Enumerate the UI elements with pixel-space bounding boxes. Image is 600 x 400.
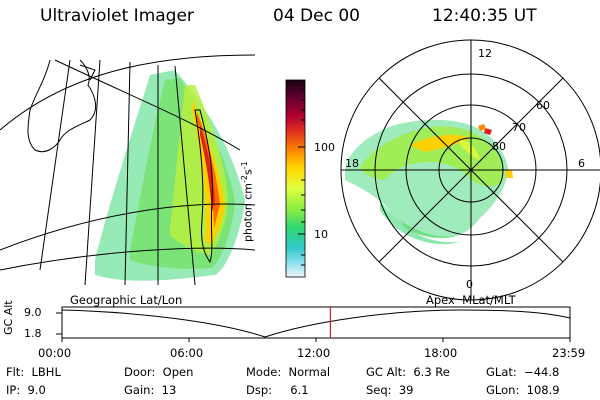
- geo-aurora-emission: [95, 70, 245, 281]
- door-field: Door: Open: [124, 365, 194, 379]
- colorbar-unit-label: photon cm-2s-1: [240, 161, 255, 242]
- geo-panel-label: Geographic Lat/Lon: [70, 293, 183, 307]
- glat-field: GLat: −44.8: [486, 365, 560, 379]
- coastline: [27, 59, 213, 264]
- colorbar-tick-10: 10: [314, 228, 328, 241]
- gain-field: Gain: 13: [124, 383, 177, 397]
- altitude-plot: [56, 306, 571, 342]
- altitude-xticks: [61, 338, 571, 342]
- altitude-ytick-top: 9.0: [24, 306, 42, 319]
- glon-field: GLon: 108.9: [486, 383, 560, 397]
- dsp-field: Dsp: 6.1: [246, 383, 309, 397]
- geo-grid-lines: [0, 54, 255, 285]
- time-label: 12:40:35 UT: [432, 6, 537, 26]
- xtick-1200: 12:00: [297, 346, 331, 360]
- ip-field: IP: 9.0: [6, 383, 46, 397]
- altitude-curve: [61, 309, 571, 338]
- date-label: 04 Dec 00: [273, 6, 360, 26]
- gc-alt-field: GC Alt: 6.3 Re: [366, 365, 450, 379]
- mlt-label-0: 0: [466, 278, 473, 291]
- filter-field: Flt: LBHL: [6, 365, 61, 379]
- mlt-label-12: 12: [478, 47, 492, 60]
- polar-map: [340, 39, 600, 301]
- xtick-0600: 06:00: [170, 346, 204, 360]
- mlt-label-6: 6: [578, 157, 585, 170]
- instrument-title: Ultraviolet Imager: [40, 6, 194, 26]
- mode-field: Mode: Normal: [246, 365, 331, 379]
- polar-panel-label: Apex MLat/MLT: [426, 293, 516, 307]
- mlat-label-70: 70: [512, 121, 526, 134]
- xtick-1800: 18:00: [424, 346, 458, 360]
- altitude-ytick-bottom: 1.8: [24, 327, 42, 340]
- geographic-map: [0, 54, 255, 285]
- colorbar-tick-100: 100: [314, 141, 335, 154]
- altitude-ylabel: GC Alt: [2, 300, 15, 335]
- mlat-label-60: 60: [536, 99, 550, 112]
- colorbar: [285, 79, 306, 278]
- mlt-label-18: 18: [345, 157, 359, 170]
- xtick-0000: 00:00: [38, 346, 72, 360]
- polar-grid: [340, 39, 600, 301]
- mlat-label-80: 80: [492, 140, 506, 153]
- seq-field: Seq: 39: [366, 383, 414, 397]
- colorbar-ticks: [298, 89, 305, 266]
- xtick-2359: 23:59: [552, 346, 586, 360]
